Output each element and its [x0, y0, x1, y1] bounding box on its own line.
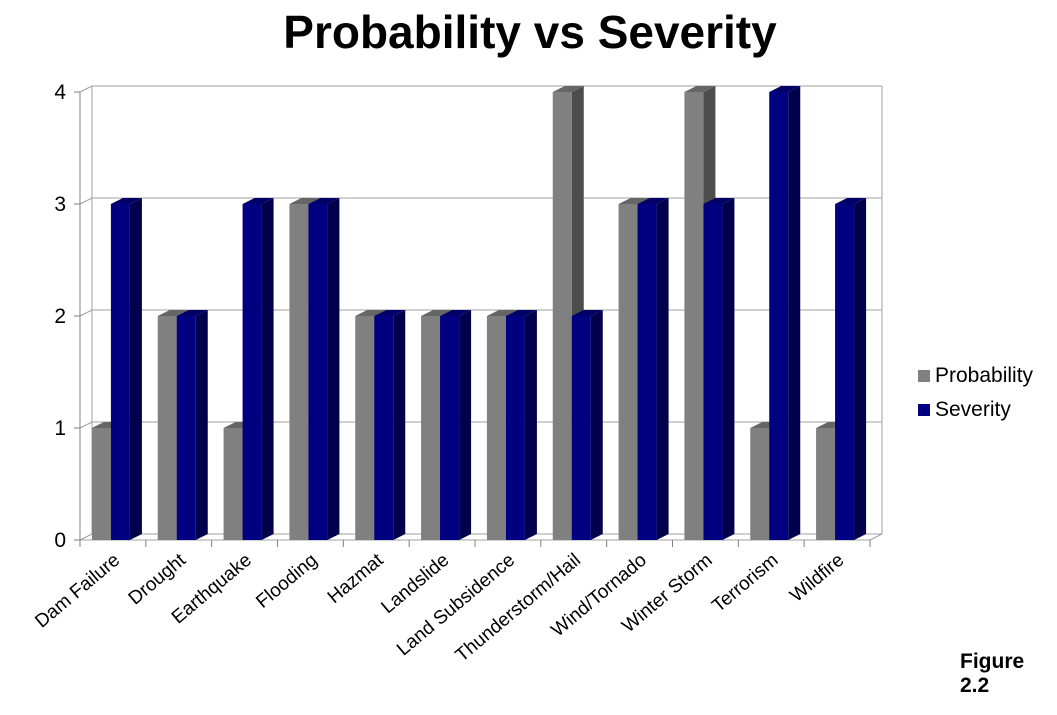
floor-side-edge [869, 533, 883, 541]
x-tick-label: Wildfire [786, 550, 848, 607]
legend: Probability Severity [918, 364, 1034, 421]
gridline [79, 197, 882, 205]
bar-severity [769, 86, 801, 540]
x-tick-label: Dam Failure [31, 550, 124, 633]
bar-severity [835, 198, 867, 540]
x-tick-label: Hazmat [324, 549, 388, 608]
bar-severity [242, 198, 274, 540]
bar-severity [308, 198, 340, 540]
bar-severity [110, 198, 142, 540]
bar-severity [440, 310, 472, 540]
legend-entry: Severity [918, 398, 1011, 421]
bar-severity [505, 310, 537, 540]
gridline [79, 309, 882, 317]
bar-severity [374, 310, 406, 540]
bar-severity [637, 198, 669, 540]
legend-swatch [918, 370, 930, 382]
bar-severity [571, 310, 603, 540]
gridline [79, 85, 882, 93]
y-tick-label: 0 [54, 529, 66, 552]
y-tick-label: 4 [54, 81, 66, 104]
x-tick-label: Land Subsidence [393, 550, 519, 660]
y-tick-label: 3 [54, 193, 66, 216]
legend-label: Severity [935, 398, 1011, 421]
legend-label: Probability [935, 364, 1034, 387]
y-axis: 0 1 2 3 4 [54, 81, 81, 552]
x-tick-label: Terrorism [708, 550, 782, 617]
x-tick-label: Thunderstorm/Hail [452, 550, 585, 667]
x-tick-label: Flooding [252, 550, 321, 613]
chart-title: Probability vs Severity [283, 6, 777, 58]
y-tick-label: 2 [54, 305, 66, 328]
y-tick-label: 1 [54, 417, 66, 440]
bar-severity [703, 198, 735, 540]
legend-entry: Probability [918, 364, 1034, 387]
figure-caption: Figure 2.2 [960, 650, 1025, 697]
legend-swatch [918, 404, 930, 416]
bar-severity [176, 310, 208, 540]
bars [91, 86, 867, 540]
